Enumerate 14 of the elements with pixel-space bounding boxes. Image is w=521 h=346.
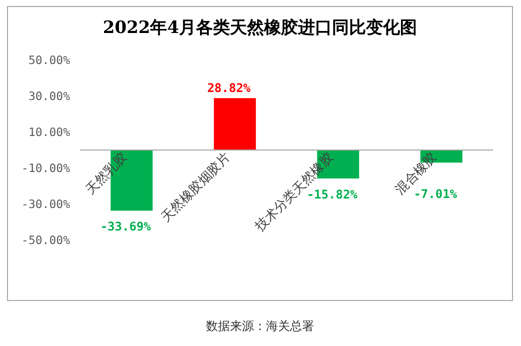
y-tick-label: -50.00%: [22, 233, 70, 247]
y-tick-label: 10.00%: [28, 125, 70, 139]
y-tick-label: -30.00%: [22, 197, 70, 211]
y-tick-label: -10.00%: [22, 161, 70, 175]
x-tick-label: 天然乳胶: [83, 150, 130, 198]
data-label: -15.82%: [306, 187, 358, 202]
chart-title: 2022年4月各类天然橡胶进口同比变化图: [102, 18, 418, 38]
data-label: 28.82%: [207, 81, 252, 96]
source-note: 数据来源：海关总署: [206, 319, 314, 333]
data-label: -33.69%: [100, 220, 152, 234]
y-tick-label: 30.00%: [28, 89, 70, 103]
y-tick-label: 50.00%: [28, 53, 70, 67]
data-label: -7.01%: [414, 187, 458, 201]
x-tick-label: 天然橡胶烟胶片: [158, 150, 234, 226]
